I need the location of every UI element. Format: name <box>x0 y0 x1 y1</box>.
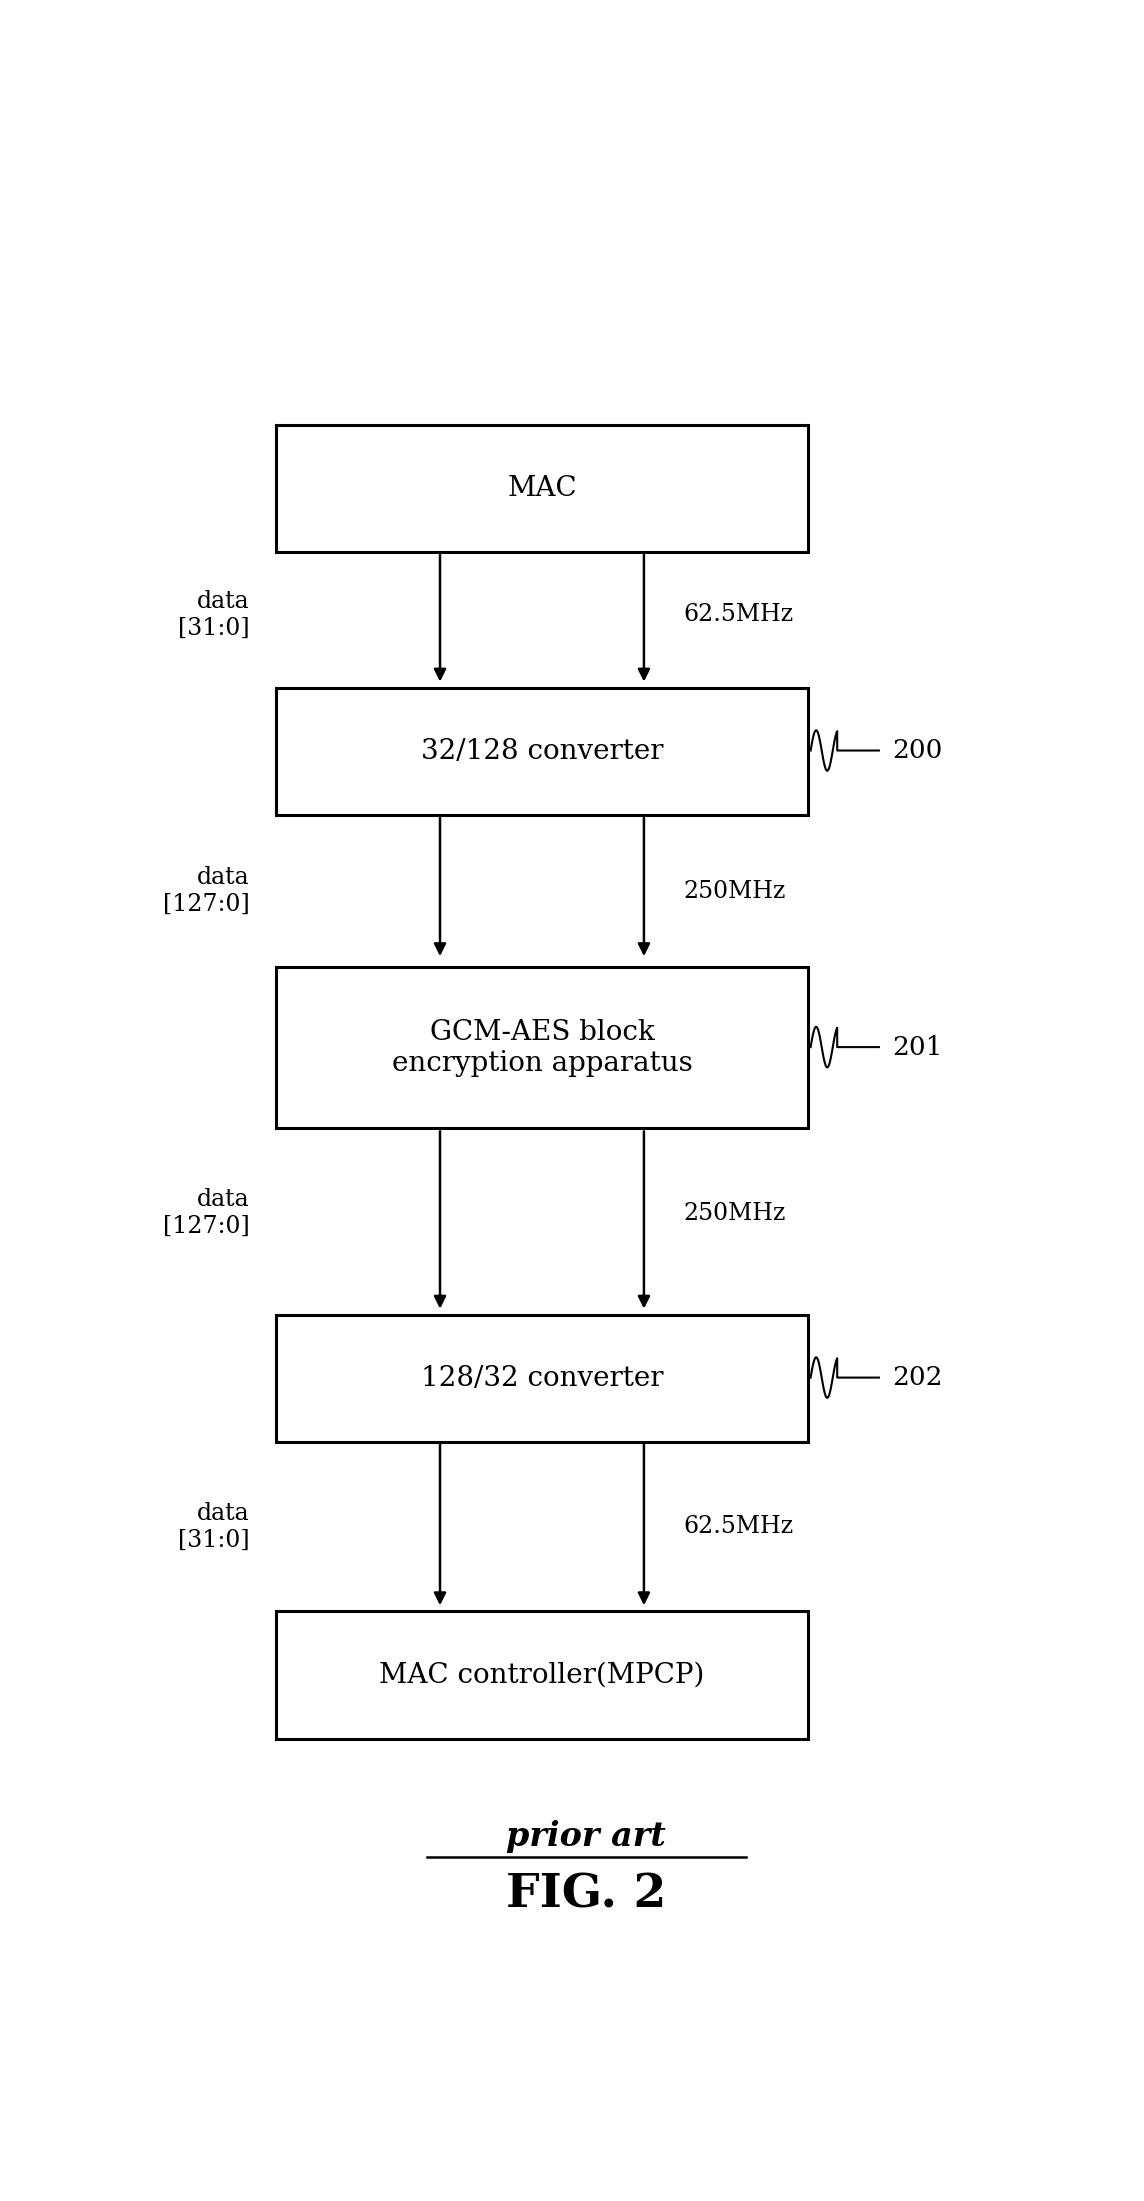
Text: 250MHz: 250MHz <box>684 1202 786 1224</box>
FancyBboxPatch shape <box>276 1314 808 1442</box>
Text: 201: 201 <box>892 1034 943 1059</box>
Text: 200: 200 <box>892 737 943 764</box>
Text: data
[31:0]: data [31:0] <box>177 1501 249 1552</box>
Text: data
[127:0]: data [127:0] <box>162 1189 249 1237</box>
FancyBboxPatch shape <box>276 425 808 552</box>
Text: 32/128 converter: 32/128 converter <box>421 737 664 766</box>
Text: MAC controller(MPCP): MAC controller(MPCP) <box>380 1662 705 1688</box>
FancyBboxPatch shape <box>276 1611 808 1739</box>
Text: MAC: MAC <box>507 475 577 502</box>
Text: 250MHz: 250MHz <box>684 880 786 902</box>
FancyBboxPatch shape <box>276 968 808 1129</box>
Text: data
[31:0]: data [31:0] <box>177 590 249 640</box>
Text: 202: 202 <box>892 1365 943 1391</box>
Text: prior art: prior art <box>507 1820 666 1853</box>
Text: FIG. 2: FIG. 2 <box>506 1871 667 1917</box>
Text: 128/32 converter: 128/32 converter <box>421 1365 664 1391</box>
Text: 62.5MHz: 62.5MHz <box>684 1514 794 1538</box>
Text: data
[127:0]: data [127:0] <box>162 867 249 916</box>
Text: GCM-AES block
encryption apparatus: GCM-AES block encryption apparatus <box>391 1019 692 1076</box>
FancyBboxPatch shape <box>276 687 808 814</box>
Text: 62.5MHz: 62.5MHz <box>684 603 794 627</box>
